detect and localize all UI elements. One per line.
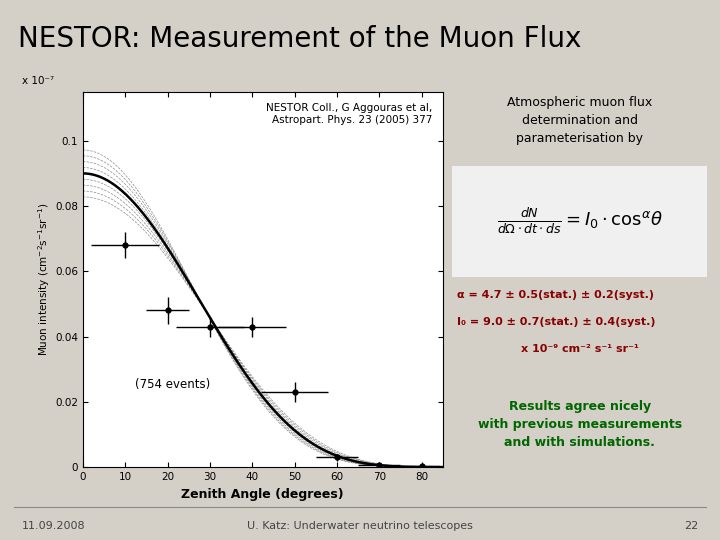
Text: x 10⁻⁷: x 10⁻⁷ (22, 76, 54, 86)
Text: NESTOR: Measurement of the Muon Flux: NESTOR: Measurement of the Muon Flux (18, 25, 581, 52)
Text: x 10⁻⁹ cm⁻² s⁻¹ sr⁻¹: x 10⁻⁹ cm⁻² s⁻¹ sr⁻¹ (521, 343, 639, 354)
Text: α = 4.7 ± 0.5(stat.) ± 0.2(syst.): α = 4.7 ± 0.5(stat.) ± 0.2(syst.) (457, 290, 654, 300)
Text: NESTOR Coll., G Aggouras et al,
Astropart. Phys. 23 (2005) 377: NESTOR Coll., G Aggouras et al, Astropar… (266, 103, 432, 125)
Text: Atmospheric muon flux
determination and
parameterisation by: Atmospheric muon flux determination and … (507, 96, 652, 145)
FancyBboxPatch shape (451, 166, 708, 276)
X-axis label: Zenith Angle (degrees): Zenith Angle (degrees) (181, 488, 344, 501)
Text: U. Katz: Underwater neutrino telescopes: U. Katz: Underwater neutrino telescopes (247, 521, 473, 531)
Text: $\frac{dN}{d\Omega \cdot dt \cdot ds} = I_0 \cdot \cos^\alpha\!\theta$: $\frac{dN}{d\Omega \cdot dt \cdot ds} = … (497, 206, 662, 236)
Y-axis label: Muon intensity (cm$^{-2}$s$^{-1}$sr$^{-1}$): Muon intensity (cm$^{-2}$s$^{-1}$sr$^{-1… (37, 202, 52, 356)
Text: (754 events): (754 events) (135, 378, 210, 391)
Text: I₀ = 9.0 ± 0.7(stat.) ± 0.4(syst.): I₀ = 9.0 ± 0.7(stat.) ± 0.4(syst.) (457, 317, 655, 327)
Text: 22: 22 (684, 521, 698, 531)
Text: 11.09.2008: 11.09.2008 (22, 521, 85, 531)
Text: Results agree nicely
with previous measurements
and with simulations.: Results agree nicely with previous measu… (477, 400, 682, 449)
